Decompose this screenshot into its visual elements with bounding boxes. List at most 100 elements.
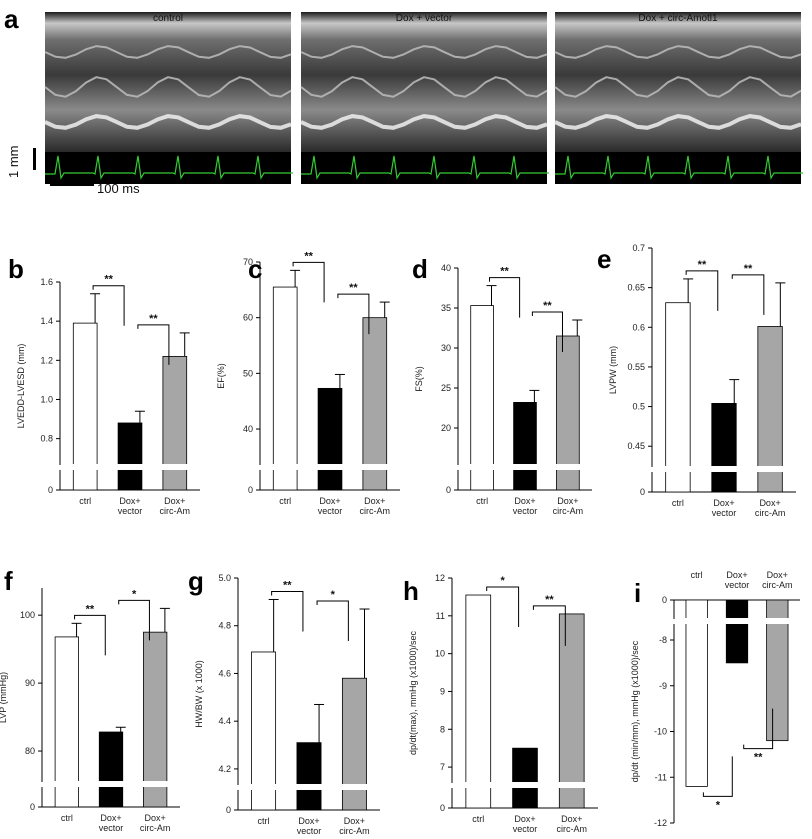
- panel-label-i: i: [634, 578, 641, 608]
- axis-break-gap: [141, 781, 169, 787]
- y-axis-break: [455, 465, 461, 470]
- y-tick-label: 1.6: [40, 277, 53, 287]
- y-tick-label: 0: [662, 595, 667, 605]
- chart-e: e 0.7 0.65 0.6 0.55 0.5 0.45 0 LVPW (mm) ctrl Dox+…: [597, 243, 796, 518]
- y-tick-label: 0.5: [632, 402, 645, 412]
- significance-bracket: [92, 285, 125, 326]
- y-axis-label: HW/BW (x 1000): [194, 660, 204, 728]
- y-tick-label: 0.7: [632, 243, 645, 253]
- y-tick-label: 0.45: [627, 441, 645, 451]
- y-tick-label: 1.4: [40, 316, 53, 326]
- y-tick-label: 7: [440, 762, 445, 772]
- axis-break-gap: [160, 464, 189, 470]
- ecg-strip: [301, 152, 547, 184]
- ecg-strip: [45, 152, 291, 184]
- axis-break-gap: [271, 464, 300, 470]
- significance-bracket: [316, 600, 349, 642]
- y-axis-break: [449, 783, 455, 788]
- y-tick-label: 30: [441, 343, 451, 353]
- bar-circ: [162, 355, 188, 491]
- category-label: circ-Am: [553, 506, 584, 516]
- significance-label: **: [698, 259, 707, 271]
- bar-ctrl: [470, 305, 494, 491]
- mmode-wall-trace: [554, 45, 802, 59]
- mmode-wall-trace: [44, 76, 292, 98]
- category-label: ctrl: [691, 570, 703, 580]
- category-label: ctrl: [472, 814, 484, 824]
- y-tick-label: 11: [436, 611, 445, 621]
- bar-vector: [711, 402, 737, 493]
- significance-bracket: [118, 599, 150, 641]
- category-label: Dox+: [767, 570, 788, 580]
- y-tick-label: 0.65: [627, 283, 645, 293]
- y-tick-label: 90: [25, 678, 35, 688]
- y-tick-label: 5.0: [218, 573, 231, 583]
- category-label: Dox+: [319, 496, 340, 506]
- significance-bracket: [731, 274, 765, 315]
- bar-circ: [362, 317, 388, 491]
- scale-ms-label: 100 ms: [97, 181, 140, 196]
- y-tick-label: 80: [25, 746, 35, 756]
- y-tick-label: 0.8: [40, 434, 53, 444]
- mmode-wall-trace: [44, 45, 292, 59]
- y-tick-label: 4.6: [218, 668, 231, 678]
- axis-break-gap: [116, 464, 144, 470]
- category-label: ctrl: [79, 496, 91, 506]
- y-axis-break: [257, 465, 263, 470]
- significance-bracket: [74, 614, 106, 656]
- y-axis-label: dp/dt(max), mmHg (x1000)/sec: [408, 630, 418, 755]
- axis-break-gap: [511, 464, 539, 470]
- y-tick-label: -12: [654, 818, 667, 828]
- y-axis-break: [235, 785, 241, 790]
- category-label: circ-Am: [755, 508, 786, 518]
- bar-circ: [766, 599, 789, 742]
- y-tick-label: 0: [226, 805, 231, 815]
- significance-label: **: [104, 274, 113, 286]
- category-label: vector: [513, 824, 538, 834]
- axis-break-gap: [340, 784, 369, 790]
- bar-charts: b 1.6 1.4 1.2 1.0 0.8 0 LVEDD-LVESD (mm) ctrl Dox…: [0, 243, 800, 836]
- y-axis-label: dp/dt (min/mm), mmHg (x1000)/sec: [630, 640, 640, 782]
- category-label: Dox+: [344, 816, 365, 826]
- significance-bracket: [292, 261, 325, 303]
- bar-vector: [296, 742, 322, 811]
- axis-break-gap: [510, 782, 540, 788]
- category-label: ctrl: [61, 813, 73, 823]
- y-tick-label: 10: [435, 649, 445, 659]
- y-tick-label: 40: [243, 424, 253, 434]
- significance-label: *: [716, 799, 721, 811]
- panel-label-h: h: [403, 576, 419, 606]
- bar-vector: [512, 747, 538, 809]
- category-label: circ-Am: [556, 824, 587, 834]
- bar-ctrl: [251, 651, 277, 811]
- category-label: vector: [712, 508, 737, 518]
- mmode-wall-trace: [44, 114, 292, 130]
- mmode-wall-trace: [300, 76, 548, 98]
- y-tick-label: 100: [20, 610, 35, 620]
- category-label: Dox+: [557, 496, 578, 506]
- mmode-panel-label: Dox + circ-Amotl1: [638, 13, 718, 24]
- y-tick-label: 0: [640, 487, 645, 497]
- bar-circ: [341, 677, 367, 811]
- y-tick-label: -11: [655, 772, 667, 782]
- category-label: Dox+: [514, 814, 535, 824]
- axis-break-gap: [755, 466, 785, 472]
- y-tick-label: 0.6: [632, 322, 645, 332]
- axis-break-gap: [360, 464, 389, 470]
- mmode-panels: control Dox + vector Dox + circ-Amotl1: [44, 12, 803, 184]
- axis-break-gap: [683, 618, 710, 624]
- significance-label: **: [304, 250, 313, 262]
- category-label: vector: [513, 506, 538, 516]
- mmode-wall-trace: [300, 114, 548, 130]
- category-label: Dox+: [713, 498, 734, 508]
- axis-break-gap: [764, 618, 791, 624]
- y-tick-label: 4.2: [218, 764, 231, 774]
- y-tick-label: 60: [243, 313, 253, 323]
- significance-label: *: [132, 588, 137, 600]
- axis-break-gap: [294, 784, 324, 790]
- significance-bracket: [486, 586, 520, 628]
- significance-label: **: [754, 752, 763, 764]
- category-label: vector: [725, 580, 750, 590]
